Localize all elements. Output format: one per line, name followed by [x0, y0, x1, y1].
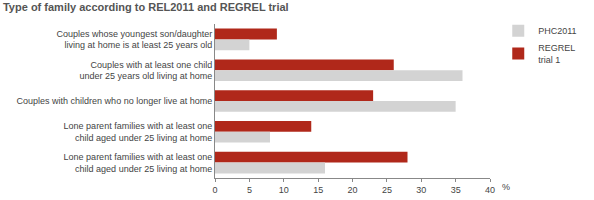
- svg-text:PHC2011: PHC2011: [538, 26, 576, 36]
- svg-text:30: 30: [416, 185, 426, 195]
- svg-text:35: 35: [451, 185, 461, 195]
- svg-text:5: 5: [247, 185, 252, 195]
- svg-text:Lone parent families with at l: Lone parent families with at least onech…: [64, 152, 213, 174]
- svg-text:0: 0: [212, 185, 217, 195]
- svg-text:%: %: [502, 182, 510, 192]
- svg-text:Couples whose youngest son/dau: Couples whose youngest son/daughterlivin…: [57, 29, 213, 51]
- svg-text:20: 20: [347, 185, 357, 195]
- svg-text:15: 15: [313, 185, 323, 195]
- svg-text:Lone parent families with at l: Lone parent families with at least onech…: [64, 121, 213, 143]
- svg-text:Couples with children who no l: Couples with children who no longer live…: [17, 96, 213, 106]
- svg-text:Type of family according to RE: Type of family according to REL2011 and …: [3, 1, 289, 13]
- svg-text:40: 40: [485, 185, 495, 195]
- svg-text:25: 25: [382, 185, 392, 195]
- svg-text:Couples with at least one chil: Couples with at least one childunder 25 …: [80, 60, 213, 82]
- svg-text:REGRELtrial 1: REGRELtrial 1: [538, 43, 575, 65]
- svg-text:10: 10: [279, 185, 289, 195]
